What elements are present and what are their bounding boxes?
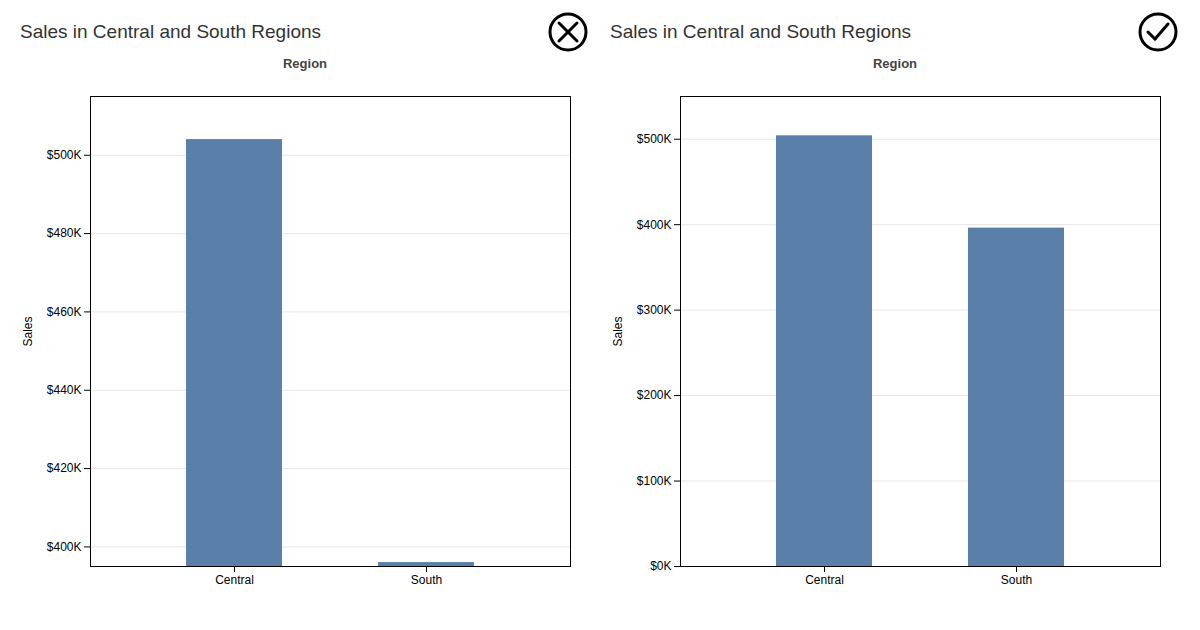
svg-text:$420K: $420K — [47, 461, 82, 475]
svg-text:Central: Central — [215, 573, 254, 587]
html-text:Region: Region — [283, 56, 327, 71]
svg-text:Central: Central — [805, 573, 844, 587]
svg-text:$460K: $460K — [47, 305, 82, 319]
svg-text:$300K: $300K — [637, 303, 672, 317]
svg-text:$480K: $480K — [47, 226, 82, 240]
svg-text:South: South — [411, 573, 442, 587]
svg-text:$0K: $0K — [650, 559, 671, 573]
html-text:Sales in Central and South Reg: Sales in Central and South Regions — [20, 21, 321, 42]
svg-text:$500K: $500K — [637, 132, 672, 146]
svg-text:South: South — [1001, 573, 1032, 587]
svg-text:$440K: $440K — [47, 383, 82, 397]
html-text:Region: Region — [873, 56, 917, 71]
svg-text:Sales: Sales — [611, 316, 625, 346]
svg-text:$200K: $200K — [637, 388, 672, 402]
svg-text:Sales: Sales — [21, 316, 35, 346]
svg-text:$100K: $100K — [637, 474, 672, 488]
svg-text:$400K: $400K — [47, 540, 82, 554]
html-text:Sales in Central and South Reg: Sales in Central and South Regions — [610, 21, 911, 42]
svg-text:$500K: $500K — [47, 148, 82, 162]
svg-text:$400K: $400K — [637, 218, 672, 232]
